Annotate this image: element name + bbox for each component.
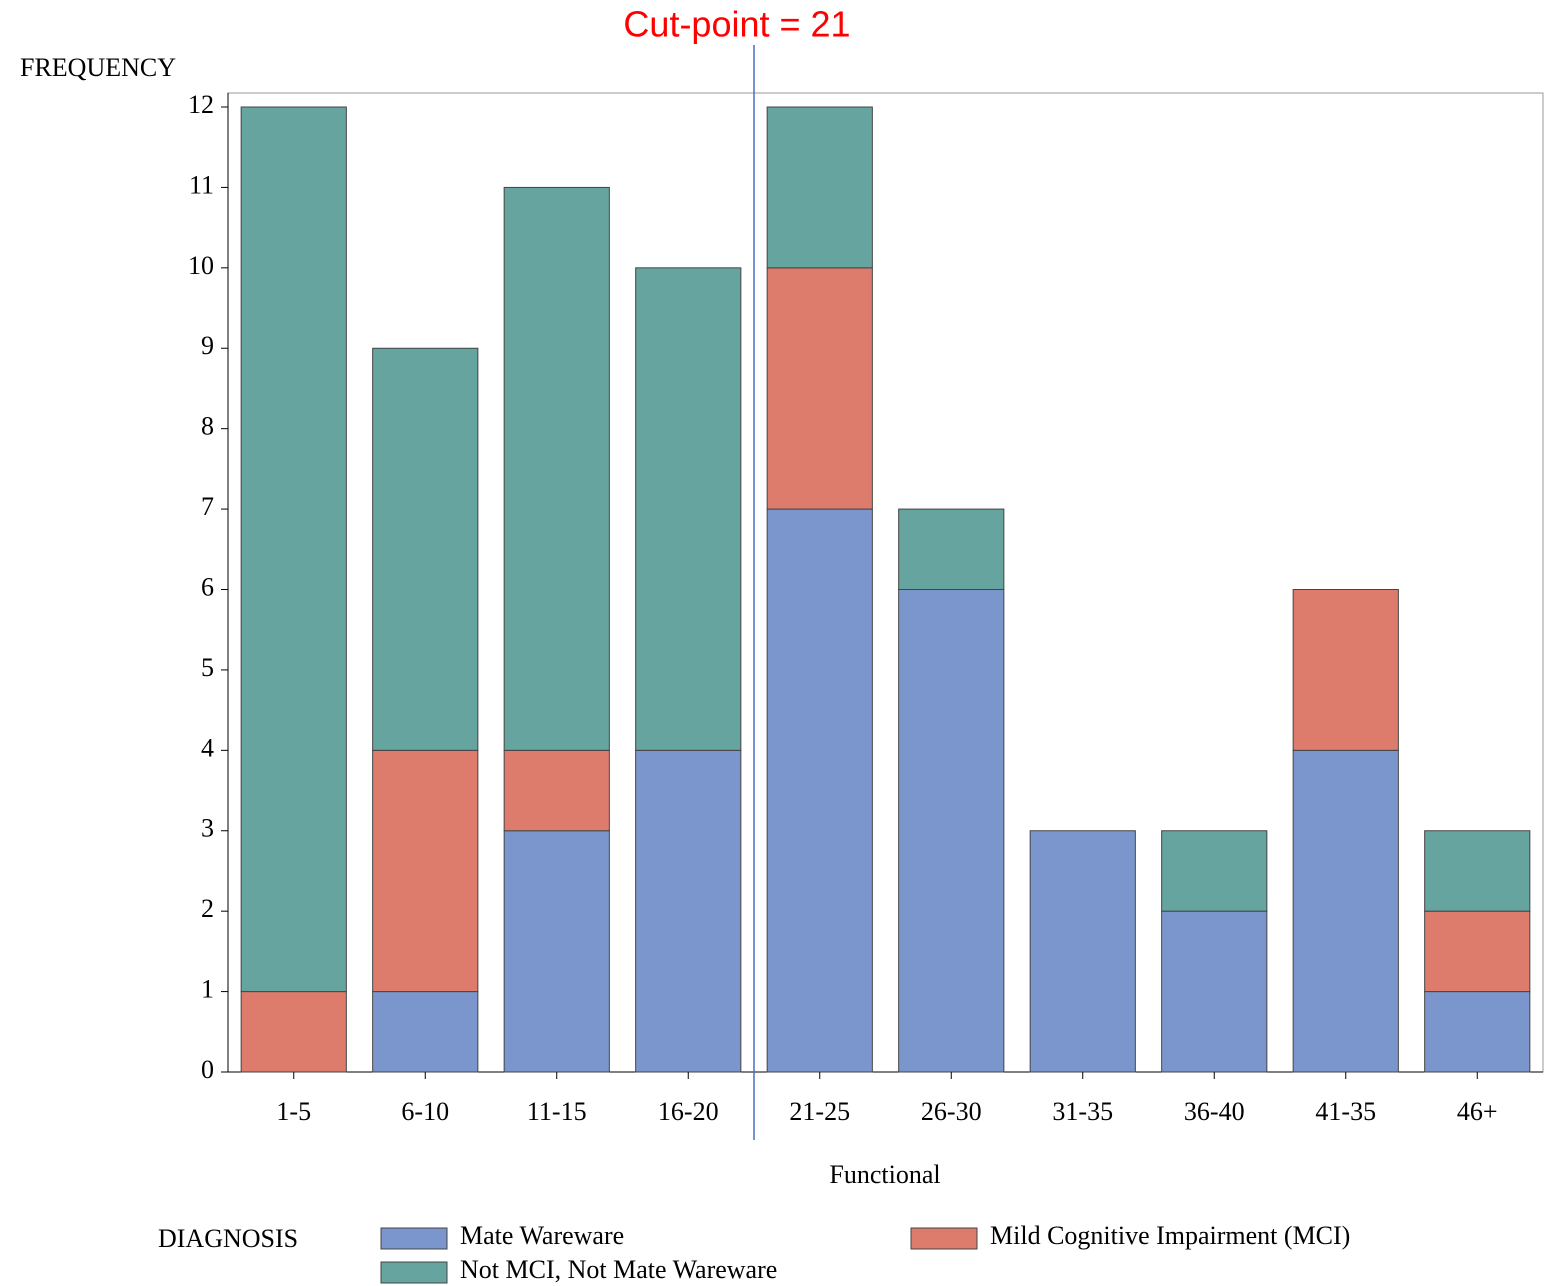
x-tick-label: 36-40: [1184, 1097, 1245, 1126]
bar-segment: [766, 106, 873, 269]
bar-segment: [898, 589, 1005, 1073]
y-tick-label: 5: [201, 653, 214, 682]
y-tick-label: 6: [201, 572, 214, 601]
legend-title: DIAGNOSIS: [158, 1224, 298, 1253]
y-tick-label: 12: [188, 90, 214, 119]
x-tick-label: 31-35: [1052, 1097, 1113, 1126]
bar-segment: [1029, 830, 1136, 1073]
y-tick-label: 0: [201, 1055, 214, 1084]
y-tick-label: 1: [201, 975, 214, 1004]
legend-swatch: [910, 1227, 978, 1250]
bar-segment: [240, 106, 347, 993]
bar-segment: [1424, 910, 1531, 993]
bar-segment: [1292, 589, 1399, 751]
x-tick-label: 1-5: [276, 1097, 311, 1126]
bar-segment: [766, 508, 873, 1073]
y-tick-label: 10: [188, 251, 214, 280]
x-tick-label: 21-25: [789, 1097, 850, 1126]
x-tick-label: 6-10: [401, 1097, 449, 1126]
y-tick-label: 4: [201, 733, 214, 762]
bar-segment: [1161, 910, 1268, 1073]
bar-segment: [766, 267, 873, 510]
bar-segment: [635, 267, 742, 751]
bar-segment: [240, 991, 347, 1073]
x-tick-label: 41-35: [1315, 1097, 1376, 1126]
y-tick-label: 9: [201, 331, 214, 360]
y-tick-label: 7: [201, 492, 214, 521]
bar-segment: [503, 186, 610, 751]
x-tick-label: 46+: [1457, 1097, 1498, 1126]
bar-segment: [503, 830, 610, 1073]
legend-label: Mild Cognitive Impairment (MCI): [990, 1221, 1350, 1250]
bar-segment: [1161, 830, 1268, 912]
y-tick-label: 11: [189, 170, 214, 199]
bar-segment: [372, 347, 479, 751]
bar-segment: [1292, 749, 1399, 1073]
legend-label: Mate Wareware: [460, 1221, 624, 1250]
bar-segment: [635, 749, 742, 1073]
y-tick-label: 8: [201, 412, 214, 441]
bar-segment: [372, 749, 479, 993]
x-tick-label: 16-20: [658, 1097, 719, 1126]
y-tick-label: 3: [201, 814, 214, 843]
bar-segment: [898, 508, 1005, 591]
y-tick-label: 2: [201, 894, 214, 923]
x-tick-label: 11-15: [527, 1097, 587, 1126]
legend-swatch: [380, 1227, 448, 1250]
y-axis-label: FREQUENCY: [20, 53, 176, 82]
legend-swatch: [380, 1261, 448, 1284]
x-axis-label: Functional: [829, 1160, 940, 1189]
cut-point-annotation: Cut-point = 21: [623, 4, 850, 45]
bar-segment: [1424, 830, 1531, 912]
bar-segment: [1424, 991, 1531, 1073]
bar-segment: [503, 749, 610, 832]
bar-segment: [372, 991, 479, 1073]
legend-label: Not MCI, Not Mate Wareware: [460, 1255, 777, 1284]
x-tick-label: 26-30: [921, 1097, 982, 1126]
